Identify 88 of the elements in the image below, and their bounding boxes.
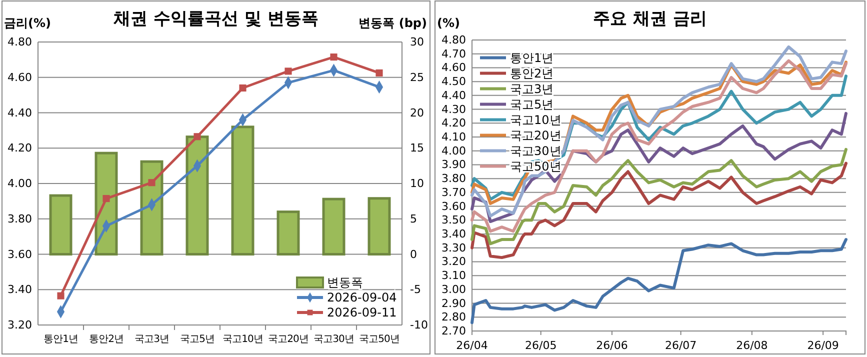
x-tick-label: 26/06: [596, 338, 628, 352]
x-tick-label: 국고30년: [314, 334, 354, 346]
x-tick-label: 국고5년: [180, 334, 214, 346]
bar: [140, 160, 164, 256]
point: [194, 133, 201, 140]
y-tick-label: 2.80: [442, 310, 466, 324]
y-tick-label: 3.40: [8, 283, 32, 296]
line-series: [470, 45, 848, 218]
point: [284, 68, 292, 75]
y-tick-label: 4.70: [442, 47, 466, 60]
bar: [186, 136, 209, 256]
y2-tick-label: 20: [410, 106, 424, 120]
point: [148, 179, 156, 186]
y-tick-label: 4.40: [8, 106, 32, 120]
legend-label: 국고5년: [510, 97, 554, 112]
legend-label: 국고10년: [510, 112, 562, 127]
x-tick-label: 국고20년: [268, 334, 308, 346]
y-tick-label: 3.30: [442, 241, 466, 254]
y2-tick-label: -5: [410, 283, 421, 296]
line-series: [470, 162, 848, 260]
point: [239, 84, 246, 92]
legend-label: 통안2년: [510, 66, 554, 80]
x-tick-label: 26/05: [524, 338, 557, 352]
bar: [49, 194, 72, 256]
x-tick-label: 26/08: [736, 338, 768, 352]
legend-label: 국고20년: [510, 128, 562, 142]
line-series: [470, 238, 848, 324]
legend-label: 2026-09-04: [327, 290, 397, 304]
y-tick-label: 2.70: [442, 324, 466, 338]
y-tick-label: 3.40: [442, 228, 466, 241]
y2-tick-label: 15: [410, 142, 424, 155]
y-tick-label: 4.60: [8, 70, 32, 84]
y2-tick-label: 5: [410, 212, 417, 226]
y-axis-title: 금리(%): [4, 16, 51, 30]
bar: [276, 210, 300, 256]
y-tick-label: 4.40: [442, 88, 466, 102]
x-tick-label: 국고50년: [359, 334, 400, 346]
y-tick-label: 4.20: [8, 142, 32, 155]
y-tick-label: 3.20: [442, 255, 466, 268]
y2-tick-label: 25: [410, 70, 424, 84]
y-tick-label: 3.20: [8, 318, 32, 332]
bar: [231, 126, 254, 256]
line-series: [470, 148, 848, 246]
x-tick-label: 26/04: [456, 338, 488, 352]
point: [57, 292, 64, 300]
y-axis-title: (%): [437, 16, 460, 30]
chart-title: 주요 채권 금리: [593, 9, 707, 29]
x-tick-label: 통안1년: [44, 334, 78, 346]
legend-label: 국고30년: [510, 144, 562, 158]
y-tick-label: 3.10: [442, 269, 466, 282]
y-tick-label: 3.70: [442, 186, 466, 199]
bar: [368, 197, 391, 256]
bar: [322, 198, 346, 256]
point: [330, 54, 338, 61]
y-tick-label: 3.80: [8, 212, 32, 226]
y-tick-label: 3.60: [442, 200, 466, 213]
y2-tick-label: -10: [410, 318, 428, 332]
legend-label: 국고3년: [510, 82, 554, 96]
x-tick-label: 국고10년: [222, 334, 263, 346]
point: [102, 195, 110, 202]
y-tick-label: 4.80: [442, 34, 466, 47]
y-tick-label: 4.60: [442, 61, 466, 74]
chart-title: 채권 수익률곡선 및 변동폭: [112, 9, 318, 29]
y-tick-label: 4.20: [442, 116, 466, 130]
y-tick-label: 3.50: [442, 214, 466, 227]
y-tick-label: 3.60: [8, 248, 32, 261]
y-tick-label: 4.10: [442, 130, 466, 144]
point: [376, 69, 383, 76]
x-tick-label: 국고3년: [134, 334, 169, 346]
y2-axis-title: 변동폭 (bp): [358, 16, 427, 30]
y2-tick-label: 0: [410, 248, 417, 261]
y-tick-label: 4.80: [8, 36, 32, 49]
x-tick-label: 26/07: [664, 338, 697, 352]
y-tick-label: 3.80: [442, 172, 466, 186]
y-tick-label: 4.00: [8, 177, 32, 190]
legend-label: 2026-09-11: [327, 306, 397, 320]
y-tick-label: 4.50: [442, 75, 466, 88]
y-tick-label: 2.90: [442, 296, 466, 310]
x-tick-label: 26/09: [807, 338, 839, 352]
x-tick-label: 통안2년: [89, 334, 124, 346]
y2-tick-label: 10: [410, 177, 424, 190]
legend-label: 통안1년: [510, 50, 554, 65]
y-tick-label: 3.00: [442, 282, 466, 296]
y-tick-label: 4.30: [442, 102, 466, 116]
y-tick-label: 3.90: [442, 158, 466, 172]
legend-label: 변동폭: [327, 276, 363, 290]
y2-tick-label: 30: [410, 36, 424, 49]
y-tick-label: 4.00: [442, 144, 466, 158]
